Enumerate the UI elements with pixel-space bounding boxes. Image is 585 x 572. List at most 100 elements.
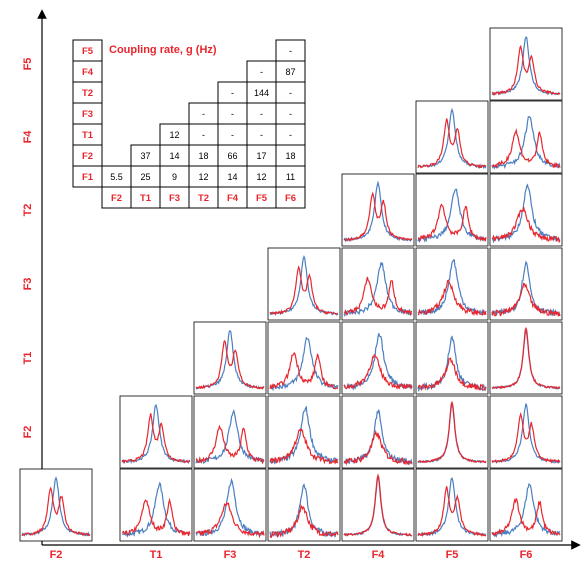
- table-value: 37: [140, 151, 150, 161]
- panel-frame: [193, 395, 267, 469]
- table-value: 14: [169, 151, 179, 161]
- red-spectrum: [195, 501, 265, 539]
- panel-t2-f5: [415, 173, 489, 247]
- panel-frame: [489, 27, 563, 101]
- panel-t2-f6: [489, 173, 563, 247]
- panel-f2-f4: [341, 395, 415, 469]
- table-col-header: T2: [198, 193, 209, 204]
- coupling-table: F5 - F4 - 87 T2 - 144 - F3 - - - - T1 12 - - - - F2 37 14 18 66 1…: [72, 39, 306, 209]
- table-value: -: [289, 88, 292, 98]
- red-spectrum: [195, 424, 265, 465]
- panel-f1-f3: [193, 468, 267, 542]
- red-spectrum: [269, 504, 339, 539]
- table-value: -: [231, 109, 234, 119]
- red-spectrum: [417, 357, 487, 392]
- red-spectrum: [269, 352, 339, 390]
- table-value: -: [289, 130, 292, 140]
- panel-frame: [267, 468, 341, 542]
- x-label-f5: F5: [446, 549, 459, 561]
- panel-f1-f4: [341, 468, 415, 542]
- blue-spectrum: [343, 333, 413, 391]
- red-spectrum: [343, 429, 413, 466]
- table-row-label: F5: [82, 46, 94, 57]
- x-label-f2: F2: [50, 549, 63, 561]
- table-value: 5.5: [110, 172, 123, 182]
- y-label-f3: F3: [22, 278, 34, 291]
- y-label-f2: F2: [22, 426, 34, 439]
- table-col-header: F4: [227, 193, 239, 204]
- panel-f4-f6: [489, 100, 563, 174]
- table-value: -: [260, 109, 263, 119]
- panel-t1-f5: [415, 321, 489, 395]
- red-spectrum: [491, 282, 561, 317]
- panel-t1-f6: [489, 321, 563, 395]
- panel-frame: [267, 247, 341, 321]
- table-value: 14: [227, 172, 237, 182]
- red-spectrum: [417, 486, 487, 537]
- x-label-t2: T2: [298, 549, 311, 561]
- panel-f5-f6: [489, 27, 563, 101]
- red-spectrum: [269, 427, 339, 465]
- table-value: 12: [256, 172, 266, 182]
- red-spectrum: [491, 411, 561, 464]
- table-col-header: F5: [256, 193, 268, 204]
- table-col-header: T1: [140, 193, 152, 204]
- table-value: 144: [254, 88, 269, 98]
- table-row-label: F1: [82, 172, 94, 183]
- panel-frame: [415, 100, 489, 174]
- red-spectrum: [121, 413, 191, 464]
- red-spectrum: [417, 118, 487, 169]
- table-value: 12: [198, 172, 208, 182]
- blue-spectrum: [269, 483, 339, 539]
- panel-t1-f4: [341, 321, 415, 395]
- y-label-f4: F4: [22, 130, 34, 144]
- panel-frame: [193, 468, 267, 542]
- panel-t1-f3: [193, 321, 267, 395]
- table-value: -: [231, 130, 234, 140]
- table-value: -: [260, 130, 263, 140]
- red-spectrum: [343, 353, 413, 391]
- red-spectrum: [417, 279, 487, 317]
- table-value: -: [231, 88, 234, 98]
- panel-f3-t2: [267, 247, 341, 321]
- table-row-label: F4: [82, 67, 94, 78]
- red-spectrum: [269, 265, 339, 316]
- red-spectrum: [343, 276, 413, 317]
- x-label-f4: F4: [372, 549, 386, 561]
- table-col-header: F2: [111, 193, 122, 204]
- table-value: -: [260, 67, 263, 77]
- panel-f3-f4: [341, 247, 415, 321]
- panel-frame: [267, 321, 341, 395]
- table-row-label: F2: [82, 151, 93, 162]
- panel-frame: [341, 173, 415, 247]
- table-value: 12: [169, 130, 179, 140]
- table-value: 18: [285, 151, 295, 161]
- y-label-f5: F5: [22, 58, 34, 71]
- table-col-header: F3: [169, 193, 180, 204]
- panel-f3-f6: [489, 247, 563, 321]
- panel-frame: [341, 321, 415, 395]
- panel-frame: [19, 468, 93, 542]
- x-label-f6: F6: [520, 549, 533, 561]
- panel-frame: [415, 321, 489, 395]
- panel-f1-f5: [415, 468, 489, 542]
- panel-f2-f6: [489, 395, 563, 469]
- red-spectrum: [417, 400, 487, 464]
- panel-frame: [267, 395, 341, 469]
- red-spectrum: [196, 339, 265, 390]
- panel-frame: [341, 468, 415, 542]
- table-value: 11: [286, 172, 295, 182]
- table-row-label: T2: [82, 88, 93, 99]
- red-spectrum: [343, 191, 413, 242]
- panel-f2-t2: [267, 395, 341, 469]
- table-title: Coupling rate, g (Hz): [109, 44, 217, 56]
- table-row-label: T1: [82, 130, 94, 141]
- red-spectrum: [491, 326, 561, 390]
- red-spectrum: [491, 44, 561, 96]
- table-value: -: [289, 109, 292, 119]
- table-col-header-cell: [275, 186, 306, 209]
- table-value: 9: [172, 172, 177, 182]
- panel-frame: [415, 247, 489, 321]
- y-label-t1: T1: [22, 352, 34, 365]
